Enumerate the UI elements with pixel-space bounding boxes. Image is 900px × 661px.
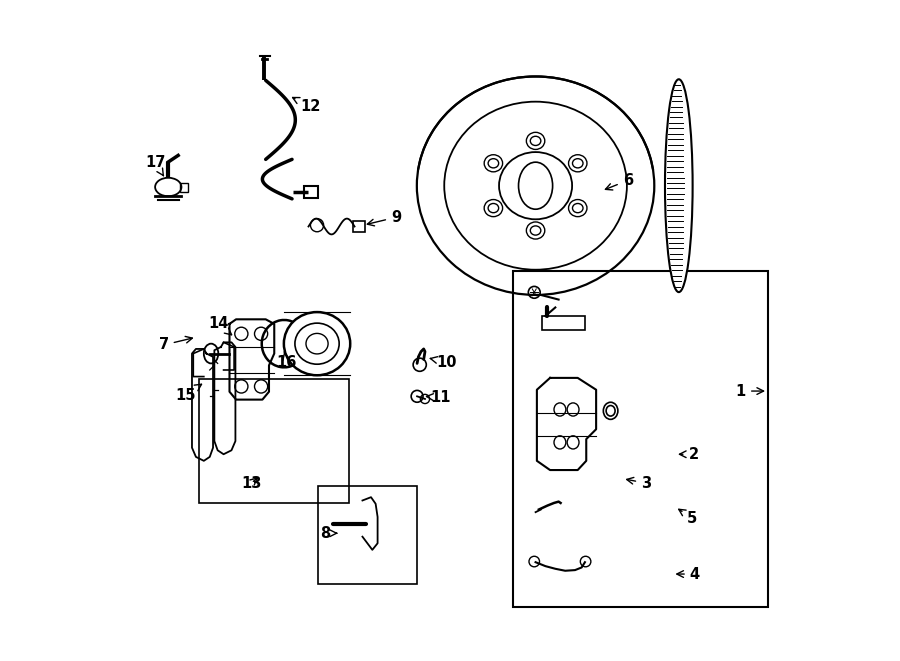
- Bar: [199, 379, 348, 503]
- Text: 13: 13: [241, 476, 261, 490]
- Bar: [319, 486, 417, 584]
- Bar: [304, 186, 319, 198]
- Text: 16: 16: [276, 352, 297, 369]
- Ellipse shape: [606, 406, 615, 416]
- Text: 10: 10: [430, 354, 457, 369]
- Text: 17: 17: [145, 155, 166, 176]
- Text: 6: 6: [606, 173, 633, 190]
- Ellipse shape: [284, 312, 350, 375]
- Text: 3: 3: [626, 476, 652, 490]
- Bar: [512, 271, 768, 607]
- Bar: [542, 316, 585, 330]
- Text: 11: 11: [427, 390, 450, 405]
- Bar: [180, 183, 188, 192]
- Text: 1: 1: [736, 383, 763, 399]
- Bar: [353, 221, 365, 232]
- Text: 8: 8: [320, 525, 337, 541]
- Text: 15: 15: [176, 384, 202, 403]
- Text: 7: 7: [158, 336, 193, 352]
- Text: 9: 9: [367, 210, 401, 226]
- Text: 4: 4: [677, 566, 700, 582]
- Ellipse shape: [203, 344, 219, 364]
- Text: 5: 5: [679, 509, 698, 525]
- Text: 2: 2: [680, 447, 698, 462]
- Ellipse shape: [665, 79, 693, 292]
- Text: 12: 12: [292, 97, 320, 114]
- Text: 14: 14: [208, 317, 231, 335]
